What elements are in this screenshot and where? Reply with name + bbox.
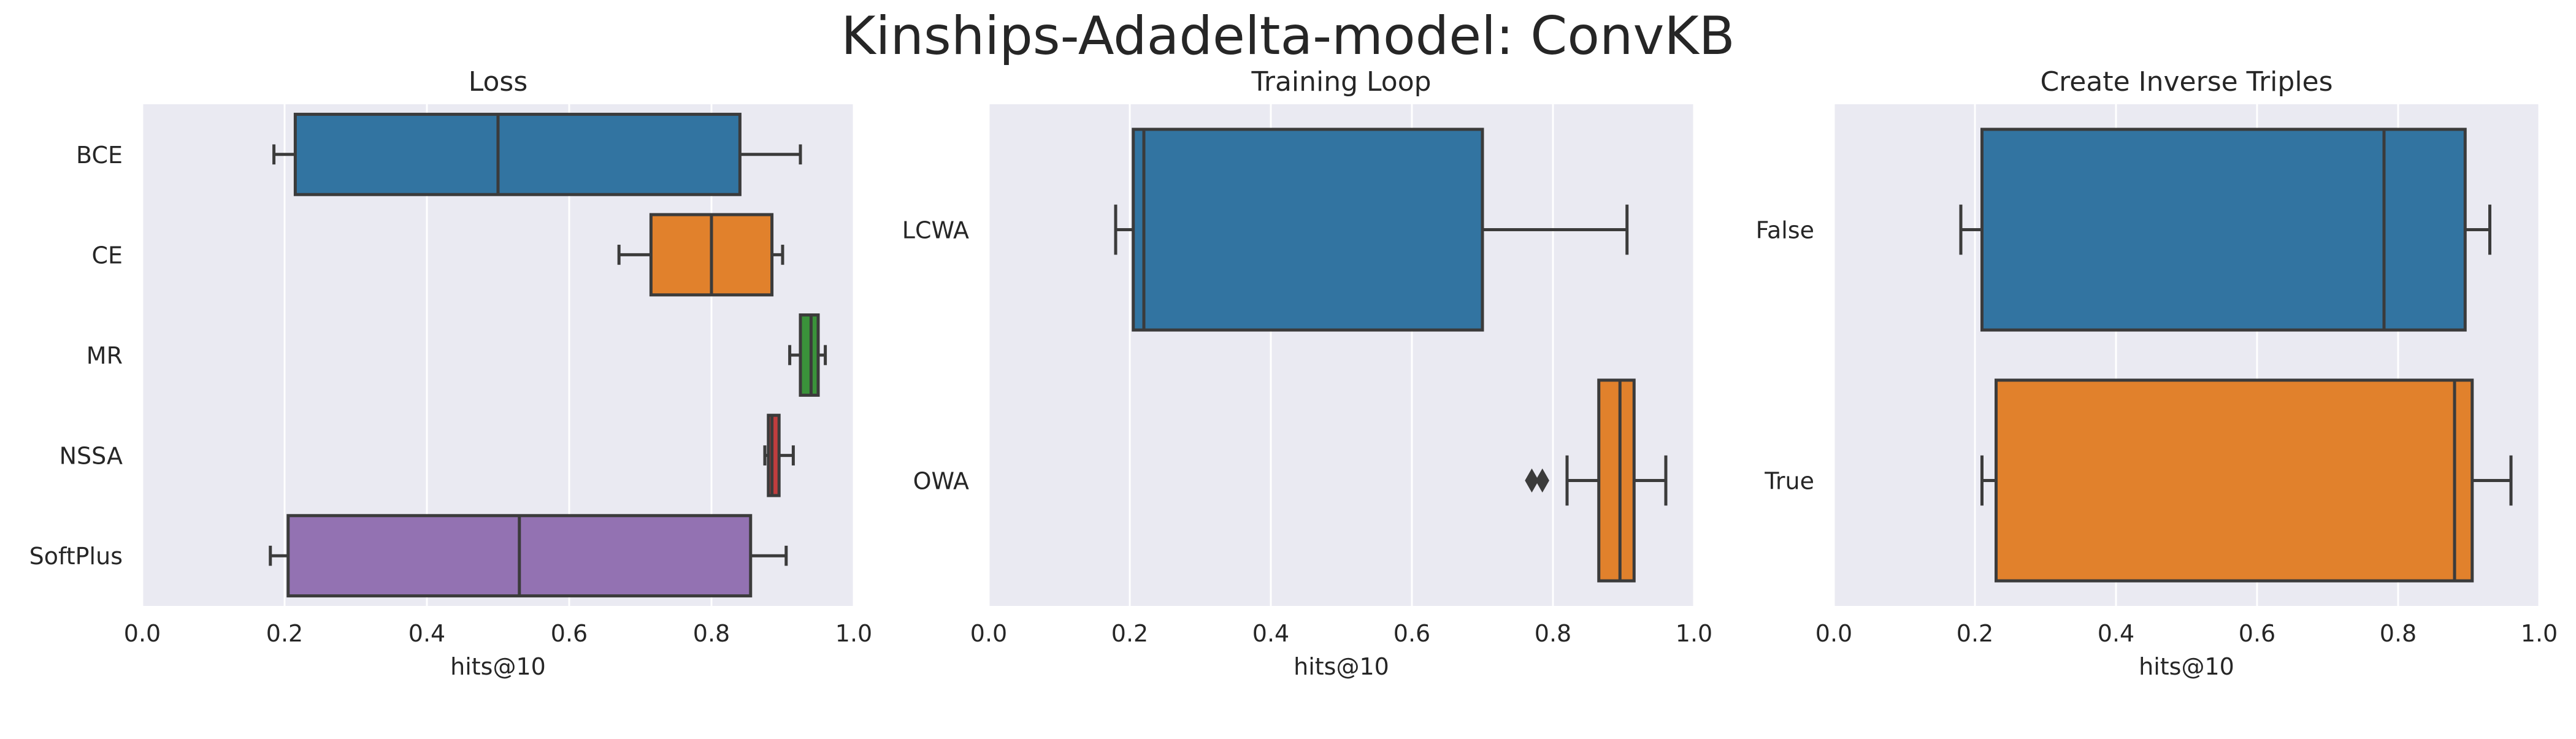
panel-1-x-tick-label: 0.4 bbox=[408, 620, 445, 647]
panel-3-x-tick-label: 0.6 bbox=[2239, 620, 2275, 647]
panel-2-x-tick-label: 0.0 bbox=[970, 620, 1007, 647]
figure-title: Kinships-Adadelta-model: ConvKB bbox=[841, 6, 1735, 67]
panel-2-x-axis-label: hits@10 bbox=[1294, 653, 1389, 680]
panel-1-nssa-category-label: NSSA bbox=[59, 443, 123, 470]
panel-3-x-tick-label: 0.8 bbox=[2380, 620, 2417, 647]
panel-2-lcwa-box bbox=[1132, 128, 1484, 332]
panel-3-false-box bbox=[1980, 128, 2467, 332]
panel-1-bce-box bbox=[293, 112, 742, 196]
panel-3-false-category-label: False bbox=[1756, 217, 1814, 244]
panel-1-mr-box bbox=[799, 313, 820, 397]
panel-3-true-category-label: True bbox=[1764, 468, 1814, 495]
panel-3-x-tick-label: 0.2 bbox=[1957, 620, 1993, 647]
panel-2-owa-box bbox=[1597, 378, 1636, 583]
panel-2-x-tick-label: 0.8 bbox=[1535, 620, 1571, 647]
panel-2-x-tick-label: 0.2 bbox=[1111, 620, 1148, 647]
panel-3-x-tick-label: 0.4 bbox=[2098, 620, 2134, 647]
panel-3-x-axis-label: hits@10 bbox=[2139, 653, 2234, 680]
panel-1-ce-category-label: CE bbox=[91, 242, 123, 269]
panel-3-x-tick-label: 1.0 bbox=[2521, 620, 2558, 647]
panel-1-nssa-box bbox=[767, 413, 781, 497]
panel-1-x-tick-label: 1.0 bbox=[835, 620, 872, 647]
panel-2-title: Training Loop bbox=[1251, 66, 1431, 98]
panel-2-owa-outlier bbox=[1525, 468, 1539, 493]
panel-1-x-tick-label: 0.8 bbox=[693, 620, 730, 647]
panel-1-softplus-category-label: SoftPlus bbox=[29, 543, 123, 570]
panel-3-title: Create Inverse Triples bbox=[2040, 66, 2333, 98]
panel-2-x-tick-label: 1.0 bbox=[1676, 620, 1712, 647]
panel-1-bce-category-label: BCE bbox=[76, 142, 123, 169]
panel-1-title: Loss bbox=[469, 66, 528, 98]
panel-1-x-tick-label: 0.2 bbox=[266, 620, 303, 647]
panel-2-owa-category-label: OWA bbox=[913, 468, 969, 495]
panel-1-x-tick-label: 0.6 bbox=[551, 620, 588, 647]
panel-1-x-tick-label: 0.0 bbox=[124, 620, 161, 647]
panel-3-true-box bbox=[1995, 378, 2474, 583]
panel-2-x-tick-label: 0.6 bbox=[1393, 620, 1430, 647]
panel-2-owa-outlier bbox=[1535, 468, 1549, 493]
panel-3-x-tick-label: 0.0 bbox=[1815, 620, 1852, 647]
panel-2-x-tick-label: 0.4 bbox=[1252, 620, 1289, 647]
panel-1-x-axis-label: hits@10 bbox=[450, 653, 546, 680]
panel-1-mr-category-label: MR bbox=[86, 342, 123, 369]
panel-2-lcwa-category-label: LCWA bbox=[902, 217, 969, 244]
